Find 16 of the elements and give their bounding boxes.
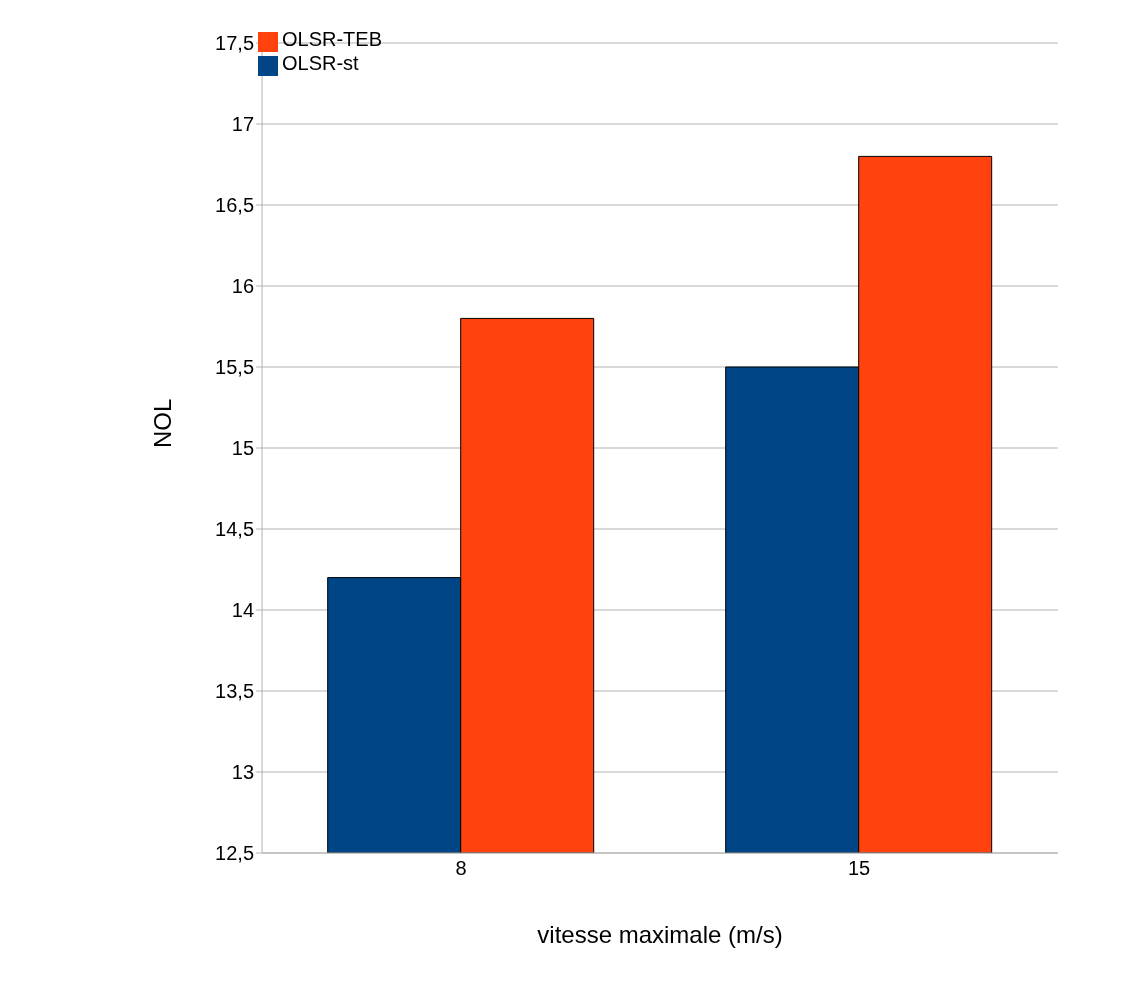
y-tick-label: 13 — [231, 761, 255, 784]
y-tick-label: 14 — [231, 599, 255, 622]
y-tick-label: 17 — [231, 113, 255, 136]
y-tick-label: 17,5 — [215, 32, 255, 55]
y-tick-label: 13,5 — [215, 680, 255, 703]
y-tick-label: 15 — [231, 437, 255, 460]
x-tick-label: 8 — [455, 857, 467, 880]
legend-label: OLSR-TEB — [282, 28, 383, 50]
x-axis-title: vitesse maximale (m/s) — [537, 921, 783, 948]
y-tick-label: 16,5 — [215, 194, 255, 217]
y-tick-label: 14,5 — [215, 518, 255, 541]
legend-label: OLSR-st — [282, 51, 359, 74]
y-tick-label: 15,5 — [215, 356, 255, 379]
y-tick-label: 16 — [231, 275, 255, 298]
y-tick-label: 12,5 — [215, 842, 255, 865]
y-axis-title: NOL — [148, 398, 176, 448]
